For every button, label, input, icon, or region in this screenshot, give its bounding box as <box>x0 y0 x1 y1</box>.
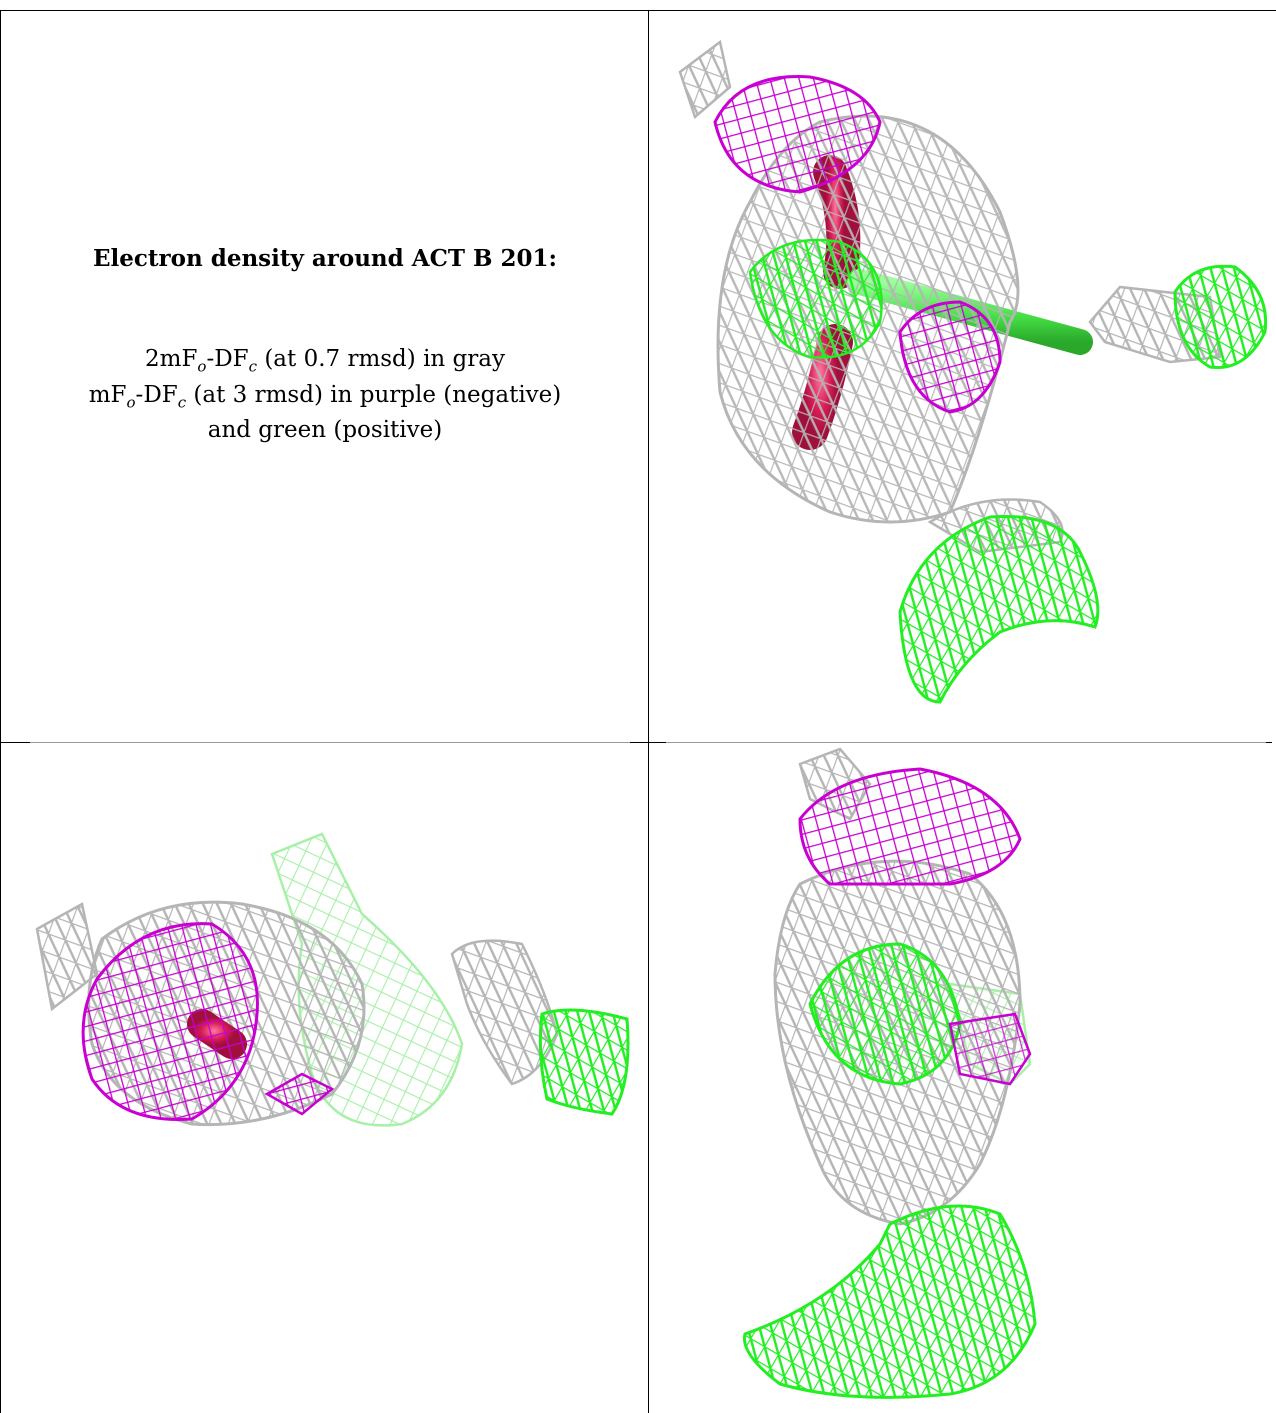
caption-line-difference: mFo-DFc (at 3 rmsd) in purple (negative) <box>88 381 562 412</box>
green-density-right <box>1173 264 1268 370</box>
top-border <box>0 10 1276 11</box>
tick-mark <box>1266 742 1272 743</box>
left-border <box>0 10 1 1413</box>
density-view-3 <box>742 747 1037 1399</box>
green-density-lower <box>898 514 1100 704</box>
purple-density-top <box>798 767 1022 886</box>
density-view-1 <box>678 39 1268 704</box>
density-panel-top-right <box>650 12 1276 740</box>
green-density-right <box>538 1008 630 1116</box>
density-panel-bottom-right <box>650 744 1276 1413</box>
tick-mark <box>0 742 30 743</box>
caption-title: Electron density around ACT B 201: <box>93 245 557 272</box>
purple-density-back <box>264 1072 335 1116</box>
green-density-lower <box>742 1204 1037 1399</box>
figure-caption: Electron density around ACT B 201: 2mFo-… <box>30 245 620 444</box>
small-gray-mesh <box>678 39 732 120</box>
purple-density-right <box>898 300 1002 414</box>
density-panel-bottom-left <box>2 744 647 1413</box>
purple-density-side <box>948 1012 1032 1086</box>
density-view-2 <box>35 832 630 1127</box>
purple-density-top <box>713 75 882 194</box>
purple-density-front <box>81 922 259 1121</box>
green-density-inner <box>748 238 883 359</box>
center-divider <box>648 10 649 1413</box>
caption-line-green: and green (positive) <box>207 417 443 444</box>
caption-line-gray: 2mFo-DFc (at 0.7 rmsd) in gray <box>145 346 505 376</box>
tick-mark <box>630 742 666 743</box>
